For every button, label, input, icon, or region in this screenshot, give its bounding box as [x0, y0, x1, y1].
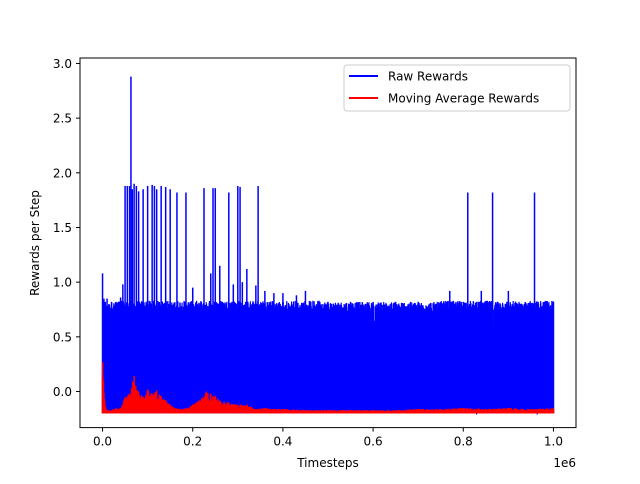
x-tick-label: 0.4 — [273, 435, 292, 449]
x-axis-offset-label: 1e6 — [553, 456, 576, 470]
legend-label-moving-average: Moving Average Rewards — [388, 92, 539, 106]
y-tick-label: 1.5 — [53, 221, 72, 235]
y-tick-label: 2.5 — [53, 112, 72, 126]
y-tick-label: 0.5 — [53, 330, 72, 344]
axes-frame — [79, 57, 577, 429]
axis-ticks: 0.0 0.2 0.4 0.6 0.8 1.0 0.0 0.5 1.0 1.5 2.0 2.5 3.0 — [53, 57, 563, 449]
series-moving-average-rewards — [101, 361, 555, 414]
x-tick-label: 0.0 — [93, 435, 112, 449]
x-tick-label: 0.2 — [183, 435, 202, 449]
x-tick-label: 1.0 — [544, 435, 563, 449]
y-tick-label: 2.0 — [53, 166, 72, 180]
legend-box — [343, 64, 571, 112]
y-tick-label: 3.0 — [53, 57, 72, 71]
x-axis-label: Timesteps — [296, 456, 359, 470]
legend: Raw Rewards Moving Average Rewards — [343, 64, 571, 112]
y-axis-label: Rewards per Step — [28, 190, 42, 296]
y-tick-label: 0.0 — [53, 385, 72, 399]
legend-label-raw-rewards: Raw Rewards — [388, 70, 468, 84]
x-tick-label: 0.6 — [364, 435, 383, 449]
plot-area — [101, 76, 555, 416]
y-tick-label: 1.0 — [53, 276, 72, 290]
x-tick-label: 0.8 — [454, 435, 473, 449]
series-raw-rewards — [101, 76, 555, 416]
